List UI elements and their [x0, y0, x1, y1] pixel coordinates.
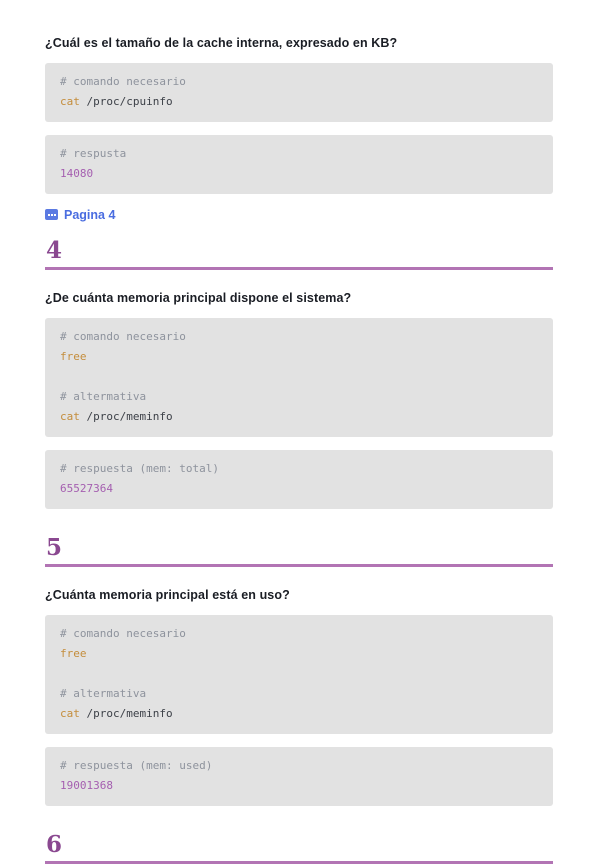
code-blank-line: [60, 664, 538, 684]
code-command: cat: [60, 707, 80, 720]
code-line: # respuesta (mem: total): [60, 459, 538, 479]
code-line: 14080: [60, 164, 538, 184]
code-line: free: [60, 644, 538, 664]
code-line: # altermativa: [60, 387, 538, 407]
code-block-cache-command: # comando necesario cat /proc/cpuinfo: [45, 63, 553, 122]
code-block-memtotal-answer: # respuesta (mem: total) 65527364: [45, 450, 553, 509]
code-comment: # respuesta (mem: used): [60, 759, 213, 772]
code-number: 65527364: [60, 482, 113, 495]
code-block-cache-answer: # respusta 14080: [45, 135, 553, 194]
code-blank-line: [60, 367, 538, 387]
code-line: cat /proc/meminfo: [60, 704, 538, 724]
code-args: /proc/meminfo: [79, 410, 173, 423]
code-comment: # comando necesario: [60, 330, 186, 343]
code-comment: # respusta: [60, 147, 127, 160]
pdf-badge-icon: [45, 209, 58, 220]
code-block-memused-answer: # respuesta (mem: used) 19001368: [45, 747, 553, 806]
section-heading-5: 5: [45, 522, 553, 567]
code-block-memtotal-command: # comando necesario free # altermativa c…: [45, 318, 553, 437]
code-line: cat /proc/meminfo: [60, 407, 538, 427]
page-link-label: Pagina 4: [64, 207, 116, 222]
code-command: free: [60, 647, 87, 660]
question-cache-size: ¿Cuál es el tamaño de la cache interna, …: [45, 36, 398, 50]
code-comment: # comando necesario: [60, 75, 186, 88]
code-command: cat: [60, 95, 80, 108]
code-line: # altermativa: [60, 684, 538, 704]
code-comment: # respuesta (mem: total): [60, 462, 219, 475]
code-comment: # altermativa: [60, 687, 147, 700]
section-heading-4: 4: [45, 225, 553, 270]
pagina-4-link[interactable]: Pagina 4: [45, 208, 115, 222]
page-link-row: Pagina 4: [45, 207, 553, 225]
question-memory-used: ¿Cuánta memoria principal está en uso?: [45, 588, 290, 602]
section-heading-6: 6: [45, 819, 553, 864]
code-line: # respuesta (mem: used): [60, 756, 538, 776]
code-args: /proc/cpuinfo: [79, 95, 173, 108]
code-line: # comando necesario: [60, 624, 538, 644]
code-line: # comando necesario: [60, 72, 538, 92]
code-number: 14080: [60, 167, 94, 180]
code-line: # comando necesario: [60, 327, 538, 347]
code-number: 19001368: [60, 779, 113, 792]
code-args: /proc/meminfo: [79, 707, 173, 720]
question-memory-total: ¿De cuánta memoria principal dispone el …: [45, 291, 352, 305]
code-line: free: [60, 347, 538, 367]
code-block-memused-command: # comando necesario free # altermativa c…: [45, 615, 553, 734]
code-line: 65527364: [60, 479, 538, 499]
code-line: 19001368: [60, 776, 538, 796]
code-line: cat /proc/cpuinfo: [60, 92, 538, 112]
code-command: free: [60, 350, 87, 363]
code-command: cat: [60, 410, 80, 423]
code-line: # respusta: [60, 144, 538, 164]
code-comment: # comando necesario: [60, 627, 186, 640]
code-comment: # altermativa: [60, 390, 147, 403]
